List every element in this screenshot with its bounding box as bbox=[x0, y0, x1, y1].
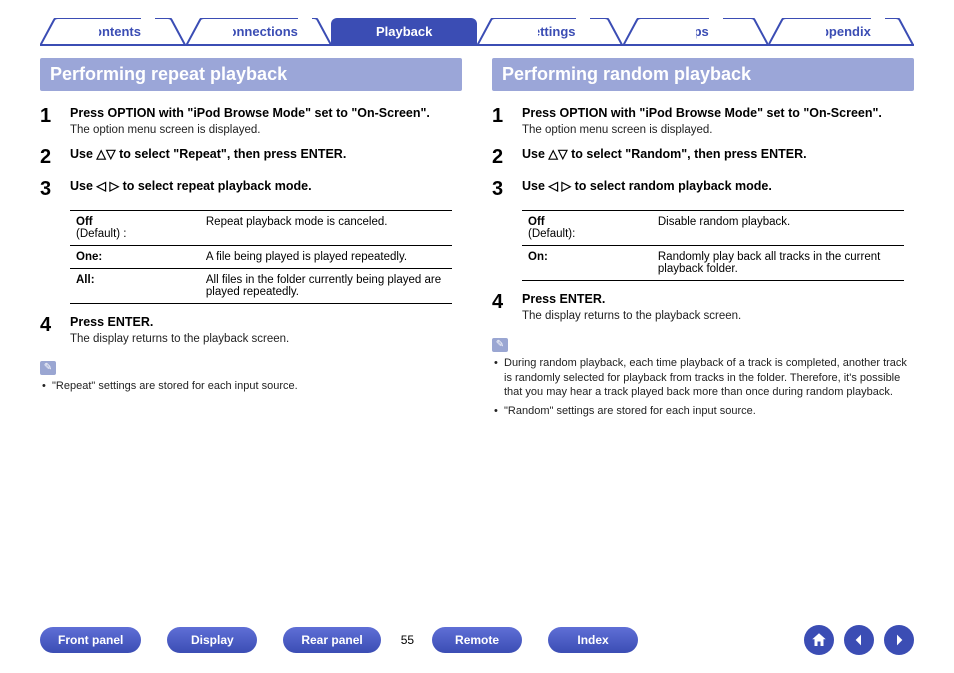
option-desc: Repeat playback mode is canceled. bbox=[200, 210, 452, 245]
note-item: "Repeat" settings are stored for each in… bbox=[42, 379, 462, 394]
step-subtext: The option menu screen is displayed. bbox=[522, 124, 914, 136]
table-row: On: Randomly play back all tracks in the… bbox=[522, 245, 904, 280]
section-repeat: Performing repeat playback 1 Press OPTIO… bbox=[40, 58, 462, 423]
options-table-random: Off(Default): Disable random playback. O… bbox=[522, 210, 904, 281]
footer-link-rear-panel[interactable]: Rear panel bbox=[283, 627, 380, 653]
section-title-repeat: Performing repeat playback bbox=[40, 58, 462, 91]
step-heading: Use △▽ to select "Random", then press EN… bbox=[522, 146, 914, 163]
option-desc: Randomly play back all tracks in the cur… bbox=[652, 245, 904, 280]
tab-tips[interactable]: Tips bbox=[623, 18, 769, 44]
step-heading: Use ◁ ▷ to select random playback mode. bbox=[522, 178, 914, 195]
option-sublabel: (Default) : bbox=[76, 228, 194, 240]
option-label: Off bbox=[76, 216, 93, 228]
step-number: 1 bbox=[492, 105, 512, 136]
option-label: One: bbox=[70, 245, 200, 268]
table-row: All: All files in the folder currently b… bbox=[70, 268, 452, 303]
step-heading: Press OPTION with "iPod Browse Mode" set… bbox=[522, 105, 914, 122]
option-sublabel: (Default): bbox=[528, 228, 646, 240]
top-tabs: Contents Connections Playback Settings T… bbox=[40, 18, 914, 46]
step-heading: Use ◁ ▷ to select repeat playback mode. bbox=[70, 178, 462, 195]
tab-label: Tips bbox=[682, 24, 709, 39]
step-subtext: The option menu screen is displayed. bbox=[70, 124, 462, 136]
options-table-repeat: Off(Default) : Repeat playback mode is c… bbox=[70, 210, 452, 304]
step-number: 4 bbox=[492, 291, 512, 322]
tab-contents[interactable]: Contents bbox=[40, 18, 186, 44]
footer: Front panel Display Rear panel 55 Remote… bbox=[0, 625, 954, 655]
option-desc: Disable random playback. bbox=[652, 210, 904, 245]
table-row: Off(Default) : Repeat playback mode is c… bbox=[70, 210, 452, 245]
step: 1 Press OPTION with "iPod Browse Mode" s… bbox=[40, 105, 462, 136]
step: 2 Use △▽ to select "Random", then press … bbox=[492, 146, 914, 168]
step: 2 Use △▽ to select "Repeat", then press … bbox=[40, 146, 462, 168]
footer-link-remote[interactable]: Remote bbox=[432, 627, 522, 653]
section-title-random: Performing random playback bbox=[492, 58, 914, 91]
tab-connections[interactable]: Connections bbox=[186, 18, 332, 44]
step: 4 Press ENTER. The display returns to th… bbox=[40, 314, 462, 345]
step-heading: Press ENTER. bbox=[522, 291, 914, 308]
step-subtext: The display returns to the playback scre… bbox=[522, 310, 914, 322]
section-random: Performing random playback 1 Press OPTIO… bbox=[492, 58, 914, 423]
tab-appendix[interactable]: Appendix bbox=[768, 18, 914, 44]
step-number: 3 bbox=[40, 178, 60, 200]
step-heading: Use △▽ to select "Repeat", then press EN… bbox=[70, 146, 462, 163]
step: 3 Use ◁ ▷ to select random playback mode… bbox=[492, 178, 914, 200]
page-number: 55 bbox=[401, 633, 414, 647]
step-subtext: The display returns to the playback scre… bbox=[70, 333, 462, 345]
option-label: All: bbox=[70, 268, 200, 303]
footer-link-index[interactable]: Index bbox=[548, 627, 638, 653]
notes-list: "Repeat" settings are stored for each in… bbox=[40, 379, 462, 394]
tab-label: Playback bbox=[376, 24, 432, 39]
table-row: One: A file being played is played repea… bbox=[70, 245, 452, 268]
tab-label: Settings bbox=[524, 24, 575, 39]
step-number: 1 bbox=[40, 105, 60, 136]
step-number: 2 bbox=[492, 146, 512, 168]
step-heading: Press ENTER. bbox=[70, 314, 462, 331]
tab-playback[interactable]: Playback bbox=[331, 18, 477, 44]
note-icon: ✎ bbox=[40, 361, 56, 375]
tab-settings[interactable]: Settings bbox=[477, 18, 623, 44]
note-icon: ✎ bbox=[492, 338, 508, 352]
option-label: Off bbox=[528, 216, 545, 228]
note-item: During random playback, each time playba… bbox=[494, 356, 914, 401]
prev-page-icon[interactable] bbox=[844, 625, 874, 655]
option-desc: A file being played is played repeatedly… bbox=[200, 245, 452, 268]
option-label: On: bbox=[522, 245, 652, 280]
step: 4 Press ENTER. The display returns to th… bbox=[492, 291, 914, 322]
step: 1 Press OPTION with "iPod Browse Mode" s… bbox=[492, 105, 914, 136]
step: 3 Use ◁ ▷ to select repeat playback mode… bbox=[40, 178, 462, 200]
step-number: 4 bbox=[40, 314, 60, 345]
step-number: 2 bbox=[40, 146, 60, 168]
next-page-icon[interactable] bbox=[884, 625, 914, 655]
tab-label: Connections bbox=[219, 24, 298, 39]
step-heading: Press OPTION with "iPod Browse Mode" set… bbox=[70, 105, 462, 122]
footer-link-display[interactable]: Display bbox=[167, 627, 257, 653]
home-icon[interactable] bbox=[804, 625, 834, 655]
step-number: 3 bbox=[492, 178, 512, 200]
footer-link-front-panel[interactable]: Front panel bbox=[40, 627, 141, 653]
option-desc: All files in the folder currently being … bbox=[200, 268, 452, 303]
table-row: Off(Default): Disable random playback. bbox=[522, 210, 904, 245]
tab-label: Contents bbox=[85, 24, 141, 39]
note-item: "Random" settings are stored for each in… bbox=[494, 404, 914, 419]
notes-list: During random playback, each time playba… bbox=[492, 356, 914, 419]
tab-label: Appendix bbox=[812, 24, 871, 39]
